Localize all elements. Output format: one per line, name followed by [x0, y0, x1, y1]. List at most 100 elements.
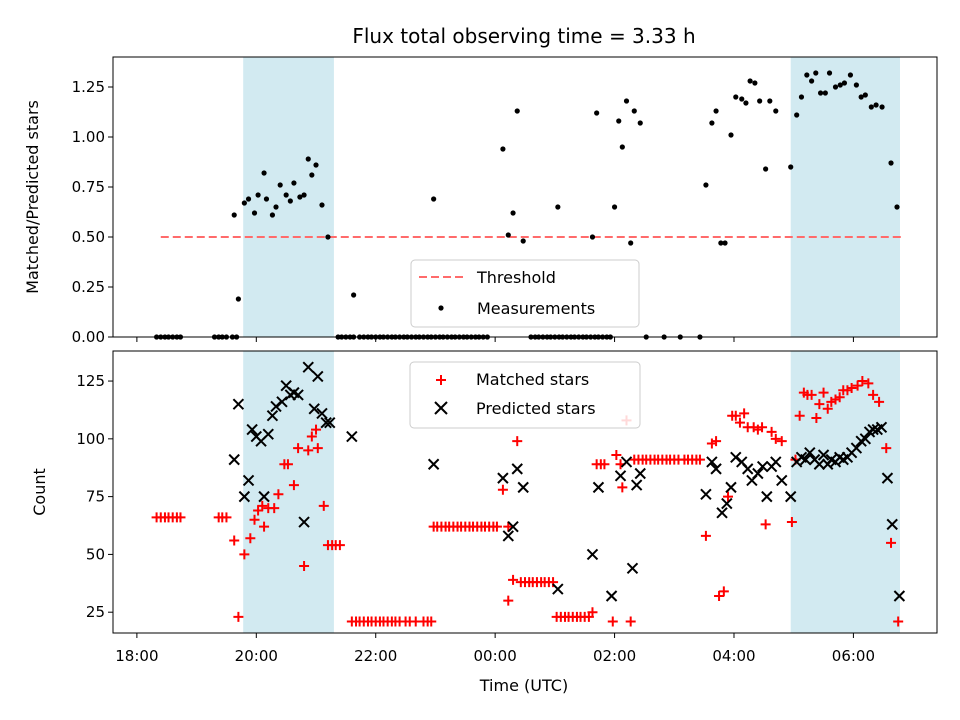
measurement-point — [500, 146, 506, 152]
predicted-star-marker — [886, 518, 898, 531]
measurement-point — [245, 196, 252, 202]
predicted-star-marker — [586, 548, 599, 561]
predicted-star-marker — [258, 490, 270, 503]
measurement-point — [631, 108, 637, 114]
measurement-point — [241, 200, 247, 206]
predicted-star-marker — [302, 361, 314, 373]
bottom-legend: Matched stars Predicted stars — [409, 361, 641, 429]
predicted-star-marker — [292, 389, 304, 401]
predicted-star-marker — [232, 398, 245, 410]
y-tick-label: 0.50 — [72, 228, 105, 246]
x-tick-label: 22:00 — [354, 647, 397, 665]
top-legend: Threshold Measurements — [410, 259, 640, 328]
y-tick-label: 50 — [86, 545, 105, 563]
predicted-star-marker — [246, 423, 258, 436]
measurement-point — [611, 204, 618, 210]
predicted-star-marker — [298, 516, 310, 528]
top-axes-frame — [112, 56, 938, 338]
predicted-star-marker — [850, 442, 863, 454]
matched-star-marker — [288, 480, 299, 491]
matched-star-marker — [886, 537, 897, 548]
matched-star-marker — [245, 533, 256, 544]
measurement-point — [826, 70, 833, 76]
matched-star-marker — [599, 459, 610, 470]
top-shaded-spans — [243, 57, 900, 337]
predicted-star-marker — [867, 423, 879, 436]
predicted-star-marker — [502, 530, 514, 542]
matched-star-marker — [221, 512, 232, 523]
predicted-star-marker — [324, 416, 336, 429]
legend-matched-swatch — [436, 375, 446, 385]
predicted-star-marker — [817, 449, 830, 461]
matched-star-marker — [491, 521, 502, 532]
matched-star-marker — [318, 500, 329, 511]
predicted-star-marker — [592, 481, 605, 494]
predicted-star-marker — [893, 590, 906, 602]
predicted-star-marker — [276, 396, 288, 408]
predicted-star-marker — [752, 467, 764, 480]
measurement-point — [283, 192, 289, 198]
measurement-point — [703, 182, 709, 188]
y-tick-label: 0.00 — [72, 328, 105, 346]
predicted-star-marker — [785, 490, 797, 503]
matched-star-marker — [814, 399, 825, 410]
predicted-star-marker — [507, 520, 519, 533]
matched-star-marker — [282, 459, 293, 470]
matched-star-marker — [874, 396, 885, 407]
matched-star-marker — [334, 540, 345, 551]
predicted-star-marker — [721, 497, 733, 510]
matched-star-marker — [863, 378, 874, 389]
measurement-point — [879, 104, 885, 110]
legend-matched-label: Matched stars — [476, 370, 589, 389]
matched-star-marker — [818, 387, 829, 398]
measurement-point — [510, 210, 516, 216]
predicted-star-marker — [308, 403, 320, 415]
measurement-point — [319, 202, 325, 208]
measurement-point — [798, 94, 805, 100]
matched-star-marker — [718, 586, 729, 597]
y-tick-label: 125 — [76, 372, 105, 390]
measurement-point — [763, 166, 769, 172]
measurement-point — [431, 196, 437, 202]
predicted-star-marker — [706, 456, 718, 468]
predicted-star-marker — [620, 456, 633, 468]
legend-measurements-swatch — [438, 305, 444, 311]
y-tick-label: 0.75 — [72, 178, 105, 196]
matched-star-marker — [503, 521, 514, 532]
shaded-span — [790, 57, 900, 337]
matched-star-marker — [312, 443, 323, 454]
matched-star-marker — [497, 484, 508, 495]
predicted-star-marker — [859, 433, 872, 445]
predicted-star-marker — [716, 507, 728, 519]
measurement-point — [817, 90, 824, 96]
matched-star-marker — [426, 616, 437, 627]
y-tick-label: 1.25 — [72, 78, 105, 96]
bottom-axes-frame — [112, 350, 938, 634]
matched-star-marker — [852, 380, 863, 391]
measurement-point — [873, 102, 879, 108]
measurement-point — [788, 164, 794, 170]
matched-star-marker — [512, 436, 523, 447]
matched-star-marker — [734, 417, 745, 428]
measurement-point — [273, 204, 279, 210]
bottom-legend-box — [409, 361, 641, 429]
measurement-point — [747, 78, 753, 84]
matched-star-marker — [770, 433, 781, 444]
matched-star-marker — [846, 382, 857, 393]
predicted-star-marker — [427, 458, 440, 470]
bottom-x-ticks: 18:00 20:00 22:00 00:00 02:00 04:00 06:00 — [115, 633, 875, 665]
matched-star-marker — [273, 489, 284, 500]
predicted-star-marker — [626, 562, 639, 574]
matched-star-marker — [776, 436, 787, 447]
measurement-point — [853, 82, 859, 88]
predicted-star-marker — [813, 458, 826, 470]
x-tick-label: 18:00 — [115, 647, 158, 665]
measurement-point — [616, 118, 622, 124]
measurement-point — [868, 104, 874, 110]
measurement-point — [235, 296, 241, 302]
matched-star-marker — [259, 521, 270, 532]
measurement-point — [297, 194, 303, 200]
matched-star-marker — [893, 616, 904, 627]
matched-star-marker — [868, 389, 879, 400]
measurement-point — [728, 132, 734, 138]
